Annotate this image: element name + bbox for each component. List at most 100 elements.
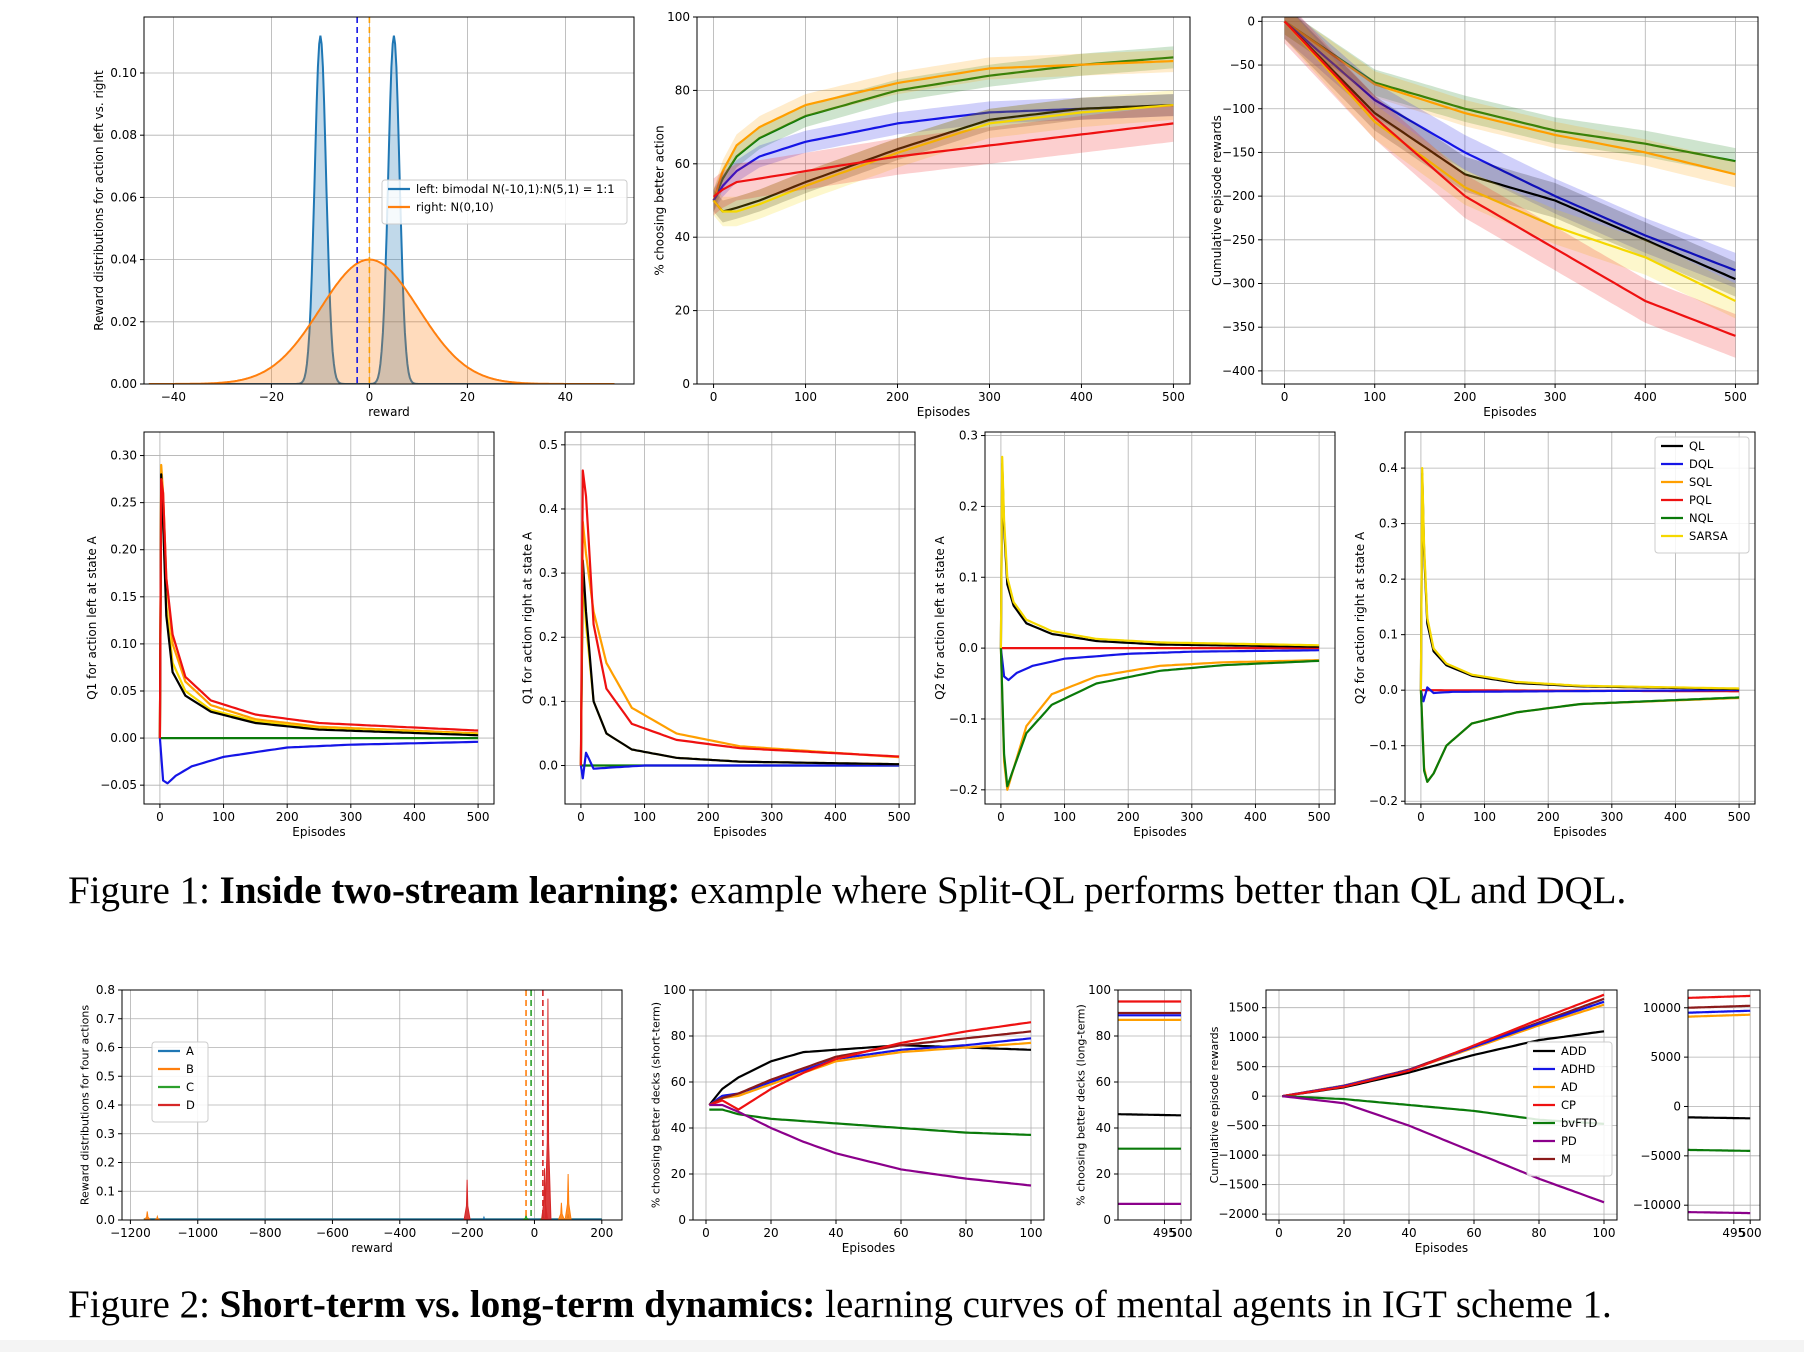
x-axis-label: Episodes (1415, 1241, 1468, 1255)
x-tick-label: 495 (1722, 1226, 1745, 1240)
series-line-PD (1688, 1211, 1751, 1215)
series-line-SQL (158, 463, 479, 739)
y-tick-label: 0.25 (110, 496, 137, 510)
x-tick-label: 500 (1724, 390, 1747, 404)
legend-label: QL (1689, 439, 1705, 453)
x-tick-label: 200 (1117, 810, 1140, 824)
x-tick-label: 400 (1244, 810, 1267, 824)
y-tick-label: 0.4 (539, 502, 558, 516)
x-tick-label: 20 (763, 1226, 778, 1240)
y-tick-label: 0.1 (1379, 628, 1398, 642)
y-tick-label: 0.06 (110, 190, 137, 204)
distribution-spike (564, 1173, 572, 1220)
y-axis-label: Q2 for action left at state A (933, 535, 947, 699)
axes-frame (143, 431, 495, 805)
y-tick-label: −2000 (1218, 1207, 1259, 1221)
y-tick-label: 40 (675, 230, 690, 244)
y-tick-label: 60 (675, 157, 690, 171)
y-tick-label: 100 (663, 983, 686, 997)
axes-frame (1687, 989, 1761, 1221)
series-line-ADHD (1688, 1009, 1751, 1014)
x-tick-label: 300 (339, 810, 362, 824)
series-line-SARSA (579, 572, 900, 766)
x-tick-label: 100 (633, 810, 656, 824)
y-tick-label: 1000 (1228, 1030, 1259, 1044)
x-tick-label: 300 (1544, 390, 1567, 404)
y-tick-label: 0.10 (110, 66, 137, 80)
y-tick-label: 20 (671, 1167, 686, 1181)
x-tick-label: 100 (794, 390, 817, 404)
plot-area (999, 455, 1320, 791)
y-tick-label: 5000 (1650, 1050, 1681, 1064)
legend-label: M (1561, 1152, 1571, 1166)
distribution-spike (557, 1202, 565, 1220)
y-tick-label: 0.15 (110, 590, 137, 604)
y-tick-label: −150 (1222, 145, 1255, 159)
x-tick-label: 0 (702, 1226, 710, 1240)
y-tick-label: −350 (1222, 320, 1255, 334)
x-tick-label: 100 (1473, 810, 1496, 824)
x-tick-label: 300 (1600, 810, 1623, 824)
y-tick-label: 0.3 (1379, 517, 1398, 531)
series-line-DQL (158, 738, 479, 785)
y-tick-label: 20 (1096, 1167, 1111, 1181)
series-line-bvFTD (709, 1108, 1032, 1136)
legend-label: D (186, 1098, 195, 1112)
y-tick-label: 0 (1673, 1099, 1681, 1113)
x-tick-label: 0 (710, 390, 718, 404)
series-band (1284, 17, 1736, 288)
x-tick-label: 200 (886, 390, 909, 404)
x-tick-label: 300 (760, 810, 783, 824)
series-line-SQL (579, 520, 900, 766)
y-tick-label: 0.5 (539, 438, 558, 452)
series-line-ADD (1688, 1116, 1751, 1120)
y-tick-label: −50 (1230, 58, 1255, 72)
distribution-fill (148, 259, 615, 384)
y-tick-label: 0.04 (110, 253, 137, 267)
y-tick-label: 100 (667, 10, 690, 24)
figure-1-label: Figure 1: (68, 869, 210, 912)
distribution-spike (522, 1214, 530, 1220)
x-axis-label: reward (351, 1241, 393, 1255)
axes-frame (1404, 431, 1756, 805)
x-tick-label: 500 (1162, 390, 1185, 404)
x-tick-label: 0 (366, 390, 374, 404)
x-tick-label: 0 (156, 810, 164, 824)
y-tick-label: −0.2 (949, 783, 978, 797)
y-tick-label: 100 (1088, 983, 1111, 997)
y-tick-label: 0.08 (110, 128, 137, 142)
series-line-QL (1283, 20, 1736, 281)
x-tick-label: 400 (1634, 390, 1657, 404)
series-band (1284, 17, 1736, 319)
series-line-SQL (712, 59, 1174, 201)
y-tick-label: −200 (1222, 189, 1255, 203)
distribution-spike (463, 1179, 471, 1220)
chart-f2-reward-distributions: −1200 −1000 −800 −600 −400 −200 0 200 0.0 0.1 0.2 0… (78, 983, 623, 1255)
series-band (1284, 17, 1736, 175)
series-line-AD (708, 1041, 1032, 1106)
axes-frame (143, 16, 635, 385)
x-tick-label: 60 (1466, 1226, 1481, 1240)
x-tick-label: −200 (451, 1226, 484, 1240)
axes-frame (1261, 16, 1759, 385)
series-line-SARSA (999, 455, 1320, 649)
series-band (1284, 17, 1736, 188)
y-tick-label: 40 (671, 1121, 686, 1135)
legend-label: ADD (1561, 1044, 1587, 1058)
x-tick-label: −400 (383, 1226, 416, 1240)
x-tick-label: 500 (1308, 810, 1331, 824)
y-tick-label: 80 (1096, 1029, 1111, 1043)
legend-label: AD (1561, 1080, 1578, 1094)
x-axis-label: Episodes (917, 405, 970, 419)
x-tick-label: 40 (828, 1226, 843, 1240)
y-tick-label: 0.4 (96, 1098, 115, 1112)
axes-frame (1265, 989, 1618, 1221)
y-axis-label: % choosing better action (652, 125, 666, 275)
figure-1-caption: Figure 1: Inside two-stream learning: ex… (68, 868, 1626, 913)
x-tick-label: 100 (212, 810, 235, 824)
figure-2-caption: Figure 2: Short-term vs. long-term dynam… (68, 1282, 1612, 1327)
x-tick-label: 0 (577, 810, 585, 824)
series-line-AD (1688, 1013, 1751, 1018)
distribution-spike (480, 1215, 488, 1220)
